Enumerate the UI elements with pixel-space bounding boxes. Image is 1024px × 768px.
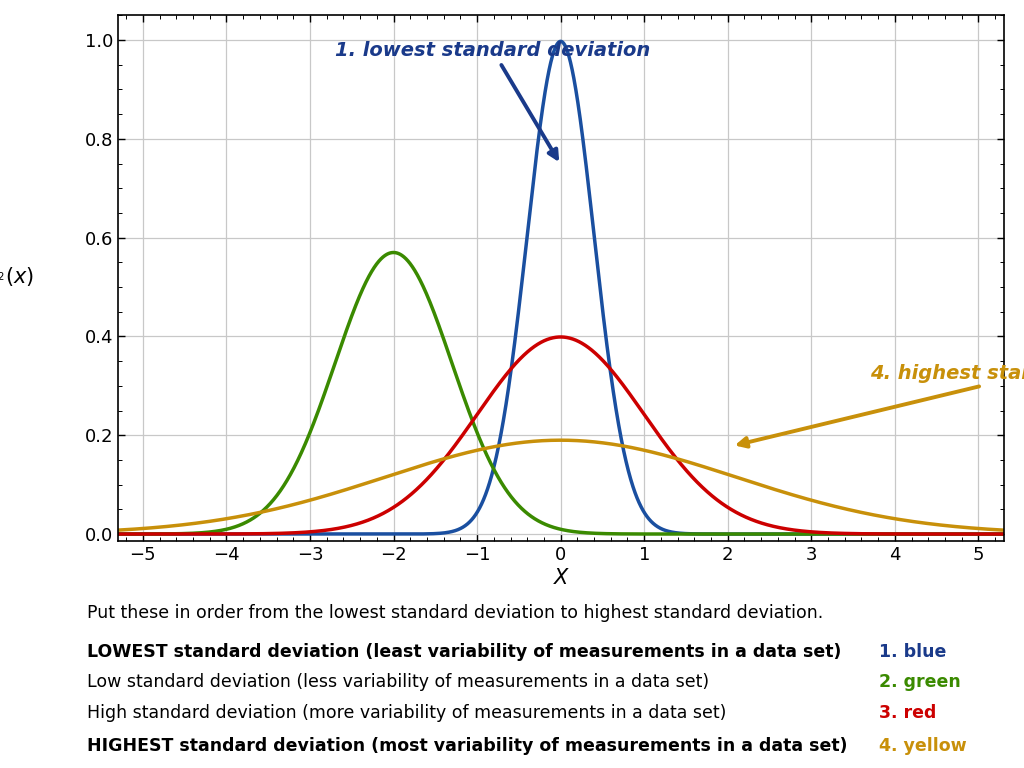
Text: Put these in order from the lowest standard deviation to highest standard deviat: Put these in order from the lowest stand… (87, 604, 823, 622)
Y-axis label: $\varphi_{\mu,\sigma^2}(x)$: $\varphi_{\mu,\sigma^2}(x)$ (0, 265, 34, 292)
Text: 1. lowest standard deviation: 1. lowest standard deviation (335, 41, 650, 158)
Text: 2. green: 2. green (879, 674, 961, 691)
Text: LOWEST standard deviation (least variability of measurements in a data set): LOWEST standard deviation (least variabi… (87, 643, 842, 660)
Text: 1. blue: 1. blue (879, 643, 946, 660)
Text: HIGHEST standard deviation (most variability of measurements in a data set): HIGHEST standard deviation (most variabi… (87, 737, 848, 755)
Text: 3. red: 3. red (879, 704, 936, 722)
Text: Low standard deviation (less variability of measurements in a data set): Low standard deviation (less variability… (87, 674, 710, 691)
Text: High standard deviation (more variability of measurements in a data set): High standard deviation (more variabilit… (87, 704, 726, 722)
X-axis label: X: X (554, 568, 567, 588)
Text: 4. highest standard deviation: 4. highest standard deviation (739, 364, 1024, 447)
Text: 4. yellow: 4. yellow (879, 737, 967, 755)
